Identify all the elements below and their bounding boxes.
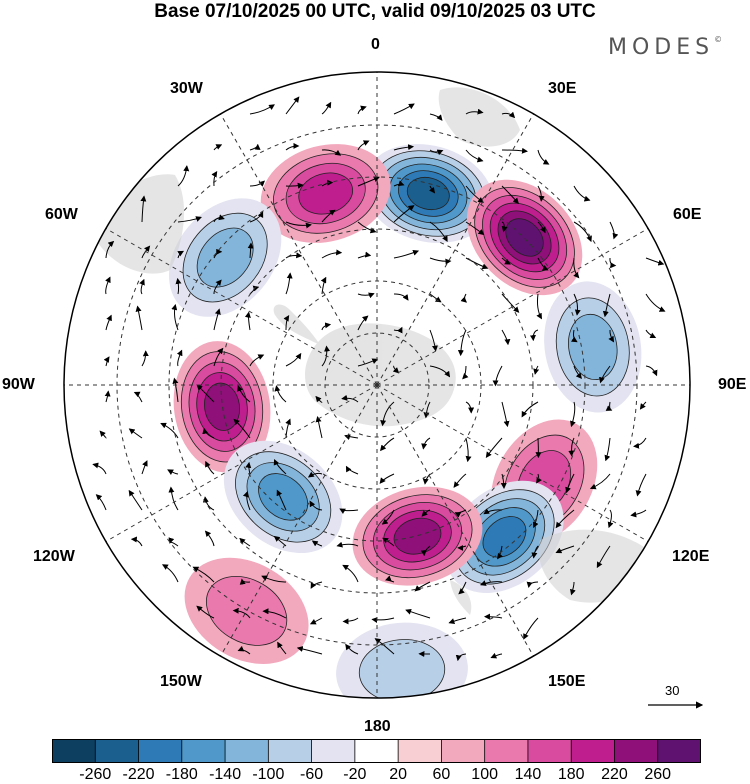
colorbar-label: -60 [296, 766, 328, 784]
colorbar-label: 20 [382, 766, 414, 784]
colorbar-swatch [571, 739, 615, 763]
colorbar-label: 60 [425, 766, 457, 784]
lon-label-0: 0 [371, 36, 380, 54]
colorbar-swatch [139, 739, 183, 763]
colorbar-label: 100 [469, 766, 501, 784]
lon-label-90e: 90E [718, 376, 746, 394]
lon-label-60w: 60W [45, 206, 78, 224]
lon-label-120w: 120W [33, 548, 75, 566]
colorbar-label: -140 [209, 766, 241, 784]
colorbar-swatch [614, 739, 658, 763]
lon-label-120e: 120E [672, 548, 709, 566]
colorbar-label: 180 [555, 766, 587, 784]
lon-label-90w: 90W [2, 376, 35, 394]
colorbar-label: 140 [512, 766, 544, 784]
colorbar-swatch [182, 739, 226, 763]
colorbar-swatch [485, 739, 529, 763]
colorbar-label: -100 [252, 766, 284, 784]
colorbar-swatch [658, 739, 701, 763]
colorbar-label: 260 [642, 766, 674, 784]
colorbar-swatch [441, 739, 485, 763]
colorbar-label: -220 [123, 766, 155, 784]
lon-label-30w: 30W [170, 80, 203, 98]
colorbar-swatch [398, 739, 442, 763]
lon-label-150w: 150W [160, 673, 202, 691]
colorbar-label: -20 [339, 766, 371, 784]
lon-label-180: 180 [364, 718, 391, 736]
colorbar-swatch [528, 739, 572, 763]
lon-label-60e: 60E [673, 206, 701, 224]
colorbar-label: 220 [598, 766, 630, 784]
colorbar-swatch [312, 739, 356, 763]
colorbar-label: -180 [166, 766, 198, 784]
colorbar-swatch [52, 739, 96, 763]
colorbar-swatch [268, 739, 312, 763]
lon-label-30e: 30E [548, 80, 576, 98]
wind-reference-label: 30 [665, 683, 679, 698]
colorbar-label: -260 [79, 766, 111, 784]
colorbar [52, 739, 701, 763]
colorbar-swatch [225, 739, 269, 763]
colorbar-swatch [95, 739, 139, 763]
colorbar-swatch [355, 739, 399, 763]
lon-label-150e: 150E [548, 673, 585, 691]
